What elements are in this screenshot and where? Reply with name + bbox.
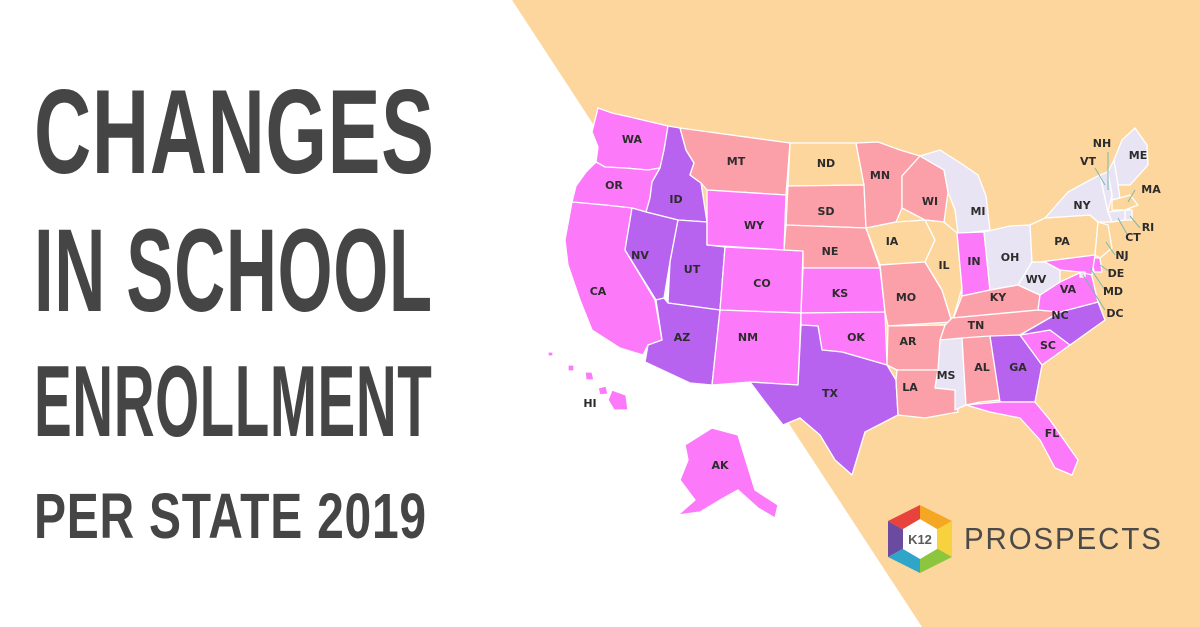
headline: CHANGES IN SCHOOL ENROLLMENT PER STATE 2… xyxy=(0,0,560,627)
northeast-leader-lines xyxy=(1082,152,1141,311)
label-ok: OK xyxy=(847,331,865,344)
label-ma: MA xyxy=(1141,183,1161,196)
label-vt: VT xyxy=(1080,155,1097,168)
state-ak[interactable] xyxy=(677,427,779,519)
label-dc: DC xyxy=(1106,307,1123,320)
logo-center xyxy=(903,519,937,559)
label-la: LA xyxy=(902,381,918,394)
state-ri[interactable] xyxy=(1124,209,1133,221)
label-ar: AR xyxy=(900,335,918,348)
logo-wordmark: PROSPECTS xyxy=(964,521,1163,556)
label-mi: MI xyxy=(970,205,985,218)
label-mo: MO xyxy=(896,291,916,304)
headline-line-3: ENROLLMENT xyxy=(34,346,433,458)
headline-line-4: PER STATE 2019 xyxy=(34,480,427,552)
label-ak: AK xyxy=(711,459,729,472)
label-co: CO xyxy=(753,277,770,290)
label-nv: NV xyxy=(631,249,649,262)
label-ne: NE xyxy=(822,245,839,258)
leader-line-ma xyxy=(1127,189,1136,203)
label-az: AZ xyxy=(674,331,691,344)
k12-prospects-logo: K12 PROSPECTS xyxy=(880,503,1180,575)
label-mn: MN xyxy=(870,169,890,182)
k12-badge-icon: K12 xyxy=(888,505,952,573)
label-il: IL xyxy=(938,259,949,272)
label-tx: TX xyxy=(822,387,839,400)
label-fl: FL xyxy=(1045,427,1060,440)
state-al[interactable] xyxy=(961,335,1001,406)
headline-line-2: IN SCHOOL xyxy=(34,205,433,337)
label-pa: PA xyxy=(1054,235,1070,248)
label-de: DE xyxy=(1108,267,1125,280)
label-or: OR xyxy=(605,179,623,192)
label-wa: WA xyxy=(622,133,643,146)
label-nj: NJ xyxy=(1115,249,1128,262)
state-me[interactable] xyxy=(1113,127,1149,186)
label-in: IN xyxy=(967,255,980,268)
label-nc: NC xyxy=(1051,309,1068,322)
label-id: ID xyxy=(669,193,682,206)
label-sc: SC xyxy=(1040,339,1056,352)
state-va[interactable] xyxy=(1037,267,1099,313)
label-va: VA xyxy=(1060,283,1077,296)
label-nh: NH xyxy=(1093,137,1111,150)
state-ma[interactable] xyxy=(1111,194,1139,211)
leader-line-de xyxy=(1099,264,1111,273)
state-hi[interactable] xyxy=(547,351,629,411)
label-wv: WV xyxy=(1026,273,1047,286)
label-ks: KS xyxy=(832,287,849,300)
label-md: MD xyxy=(1103,285,1123,298)
state-ct[interactable] xyxy=(1107,209,1126,223)
state-nj[interactable] xyxy=(1094,221,1113,259)
label-wy: WY xyxy=(744,219,765,232)
label-me: ME xyxy=(1129,149,1147,162)
label-ca: CA xyxy=(590,285,607,298)
label-nd: ND xyxy=(817,157,835,170)
leader-line-nj xyxy=(1105,241,1116,256)
label-ny: NY xyxy=(1073,199,1091,212)
label-wi: WI xyxy=(922,195,938,208)
state-fl[interactable] xyxy=(965,401,1079,476)
label-ri: RI xyxy=(1142,221,1155,234)
leader-line-md xyxy=(1089,267,1106,291)
state-tx[interactable] xyxy=(749,324,899,476)
leader-line-vt xyxy=(1094,167,1106,186)
label-ms: MS xyxy=(937,369,956,382)
label-mt: MT xyxy=(727,155,746,168)
leader-line-dc xyxy=(1082,274,1106,311)
label-nm: NM xyxy=(738,331,758,344)
state-nv[interactable] xyxy=(624,207,679,301)
state-shapes xyxy=(547,107,1149,519)
state-nm[interactable] xyxy=(711,309,802,386)
state-labels: WA OR CA ID NV UT AZ MT WY CO NM ND SD N… xyxy=(583,133,1161,472)
state-ga[interactable] xyxy=(989,334,1043,403)
label-ga: GA xyxy=(1009,361,1027,374)
label-hi: HI xyxy=(583,397,596,410)
headline-line-1: CHANGES xyxy=(34,65,435,199)
leader-line-ct xyxy=(1117,217,1129,237)
label-tn: TN xyxy=(968,319,985,332)
label-ct: CT xyxy=(1125,231,1141,244)
logo-badge-text: K12 xyxy=(908,532,932,547)
label-al: AL xyxy=(974,361,990,374)
leader-line-ri xyxy=(1129,215,1141,229)
label-sd: SD xyxy=(817,205,834,218)
label-ky: KY xyxy=(990,291,1008,304)
label-oh: OH xyxy=(1001,251,1020,264)
label-ia: IA xyxy=(886,235,899,248)
label-ut: UT xyxy=(684,263,701,276)
